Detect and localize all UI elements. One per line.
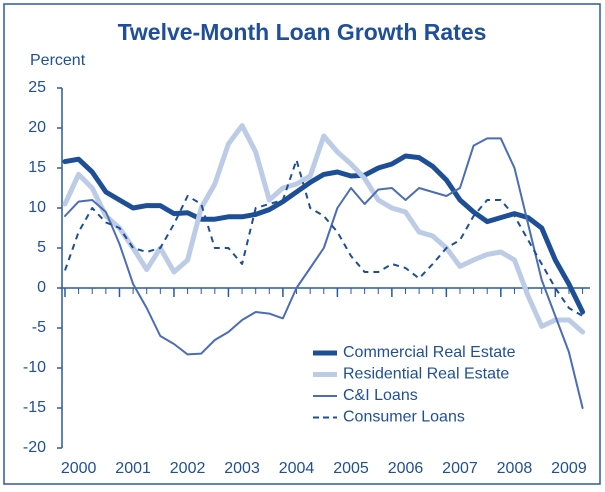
- x-tick-label: 2002: [170, 460, 206, 477]
- y-axis-label: Percent: [30, 52, 86, 69]
- series-line: [64, 137, 584, 409]
- legend-label: Residential Real Estate: [343, 366, 509, 383]
- y-tick-label: 5: [37, 239, 46, 256]
- frame: [3, 3, 601, 485]
- series-line: [64, 159, 584, 317]
- y-tick-label: -20: [23, 439, 46, 456]
- x-tick-label: 2008: [497, 460, 533, 477]
- series-line: [62, 153, 586, 315]
- y-tick-label: 20: [28, 119, 46, 136]
- x-tick-label: 2003: [224, 460, 260, 477]
- legend-label: C&I Loans: [343, 387, 418, 404]
- y-tick-label: 10: [28, 199, 46, 216]
- x-tick-label: 2006: [388, 460, 424, 477]
- y-tick-label: -5: [32, 319, 46, 336]
- chart-title: Twelve-Month Loan Growth Rates: [118, 19, 487, 45]
- y-tick-label: 25: [28, 79, 46, 96]
- x-tick-label: 2007: [442, 460, 478, 477]
- x-tick-label: 2009: [551, 460, 587, 477]
- legend-label: Consumer Loans: [343, 409, 465, 426]
- x-tick-label: 2000: [61, 460, 97, 477]
- y-tick-label: -15: [23, 399, 46, 416]
- series-line: [62, 123, 586, 335]
- y-tick-label: 0: [37, 279, 46, 296]
- y-tick-label: -10: [23, 359, 46, 376]
- x-tick-label: 2004: [279, 460, 315, 477]
- x-tick-label: 2001: [115, 460, 151, 477]
- x-tick-label: 2005: [333, 460, 369, 477]
- legend-label: Commercial Real Estate: [343, 344, 516, 361]
- y-tick-label: 15: [28, 159, 46, 176]
